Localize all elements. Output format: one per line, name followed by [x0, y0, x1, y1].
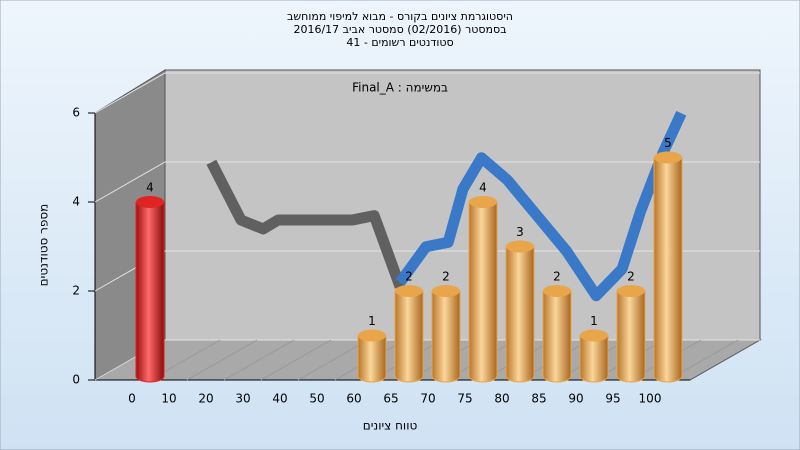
bar [653, 151, 683, 383]
x-tick-label: 20 [198, 392, 213, 406]
grid-line [94, 161, 760, 203]
bar [542, 285, 572, 383]
grid-line [186, 339, 258, 381]
chart-title: היסטוגרמת ציונים בקורס - מבוא למיפוי ממו… [287, 10, 513, 23]
data-label: 3 [516, 225, 524, 239]
x-tick-label: 30 [235, 392, 250, 406]
y-tick-label: 2 [72, 284, 80, 298]
bar [431, 285, 461, 383]
bar [135, 196, 165, 383]
y-tick-label: 0 [72, 373, 80, 387]
data-label: 2 [442, 270, 450, 284]
bar [616, 285, 646, 383]
grid-line [297, 339, 369, 381]
data-label: 4 [479, 181, 487, 195]
x-axis-label: טווח ציונים [363, 419, 418, 433]
trend-line [395, 110, 687, 302]
data-label: 5 [664, 136, 672, 150]
x-tick-label: 85 [531, 392, 546, 406]
x-tick-label: 0 [128, 392, 136, 406]
data-label: 2 [553, 270, 561, 284]
x-tick-label: 95 [605, 392, 620, 406]
grid-line [94, 72, 760, 114]
data-label: 4 [146, 181, 154, 195]
x-tick-label: 10 [161, 392, 176, 406]
y-tick-label: 4 [72, 195, 80, 209]
x-tick-label: 70 [420, 392, 435, 406]
x-tick-label: 80 [494, 392, 509, 406]
x-tick-label: 75 [457, 392, 472, 406]
x-tick-label: 60 [346, 392, 361, 406]
grid-line [223, 339, 295, 381]
bar [505, 240, 535, 383]
grid-line [260, 339, 332, 381]
data-label: 2 [627, 270, 635, 284]
bar [468, 196, 498, 383]
bar [394, 285, 424, 383]
y-axis-label: מספר סטודנטים [37, 204, 51, 287]
chart-title: בסמסטר (02/2016) סמסטר אביב 2016/17 [293, 23, 506, 36]
bar [357, 329, 387, 383]
x-tick-label: 65 [383, 392, 398, 406]
y-tick-label: 6 [72, 106, 80, 120]
data-label: 1 [368, 314, 376, 328]
x-tick-label: 90 [568, 392, 583, 406]
x-tick-label: 100 [639, 392, 662, 406]
x-tick-label: 50 [309, 392, 324, 406]
trend-line [206, 159, 406, 289]
data-label: 2 [405, 270, 413, 284]
chart-title: סטודנטים רשומים - 41 [346, 36, 453, 49]
annotation: Final_A : במשימה [352, 81, 448, 95]
data-label: 1 [590, 314, 598, 328]
x-tick-label: 40 [272, 392, 287, 406]
bar [579, 329, 609, 383]
